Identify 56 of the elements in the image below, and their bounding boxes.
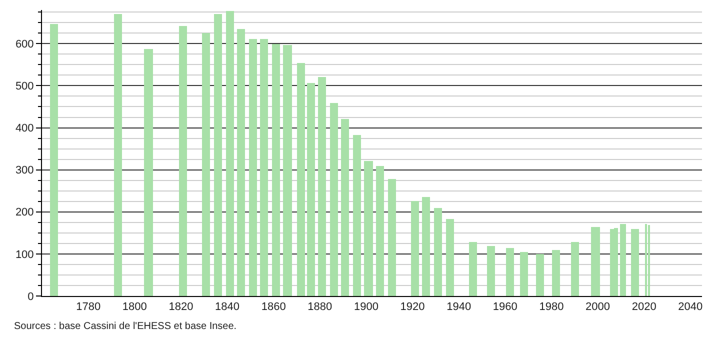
bar <box>341 119 349 296</box>
bar <box>506 248 514 296</box>
y-tick-label: 0 <box>28 290 34 303</box>
y-tick-label: 400 <box>15 122 34 135</box>
bar <box>226 11 234 296</box>
bar <box>446 219 454 296</box>
x-tick-label: 1860 <box>261 301 286 314</box>
bar <box>591 227 600 296</box>
x-tick-label: 1940 <box>446 301 472 314</box>
x-tick-label: 2000 <box>586 301 610 314</box>
bar <box>307 83 315 296</box>
bar <box>469 242 477 296</box>
bar <box>536 254 544 296</box>
x-tick-label: 2040 <box>678 301 703 314</box>
bar <box>179 26 187 296</box>
x-tick-label: 1820 <box>168 301 194 314</box>
bar <box>376 166 384 296</box>
x-tick-label: 1980 <box>539 301 564 314</box>
bar <box>353 135 361 296</box>
y-tick-label: 600 <box>15 38 34 50</box>
bar <box>364 161 373 296</box>
bar <box>272 44 280 296</box>
bar <box>388 179 396 296</box>
bar <box>144 49 153 296</box>
bar <box>631 229 639 296</box>
bar <box>487 246 495 296</box>
bar <box>249 39 257 296</box>
bar <box>520 252 528 296</box>
x-tick-label: 1960 <box>492 301 518 314</box>
x-tick-label: 1780 <box>76 301 101 314</box>
source-note: Sources : base Cassini de l'EHESS et base Insee. <box>14 321 237 332</box>
bar <box>283 45 292 296</box>
y-tick-label: 500 <box>15 80 34 93</box>
bar <box>552 250 560 296</box>
bar <box>571 242 579 296</box>
x-tick-label: 1800 <box>122 301 147 314</box>
bar <box>202 33 210 296</box>
x-tick-label: 1900 <box>354 301 378 314</box>
bar <box>330 103 338 296</box>
x-tick-label: 2020 <box>632 301 656 314</box>
x-tick-label: 1840 <box>215 301 240 314</box>
bar <box>422 197 430 296</box>
bar <box>214 14 222 296</box>
bar <box>297 63 305 296</box>
x-tick-label: 1920 <box>400 301 425 314</box>
y-tick-label: 300 <box>15 164 34 177</box>
bar <box>411 201 419 296</box>
bar <box>318 77 326 296</box>
bar <box>237 29 245 296</box>
y-tick-label: 200 <box>15 206 34 219</box>
bar <box>260 39 268 296</box>
y-tick-label: 100 <box>15 248 34 261</box>
bar <box>114 14 122 296</box>
x-tick-label: 1880 <box>308 301 332 314</box>
bar <box>434 208 442 296</box>
bar <box>50 24 58 296</box>
